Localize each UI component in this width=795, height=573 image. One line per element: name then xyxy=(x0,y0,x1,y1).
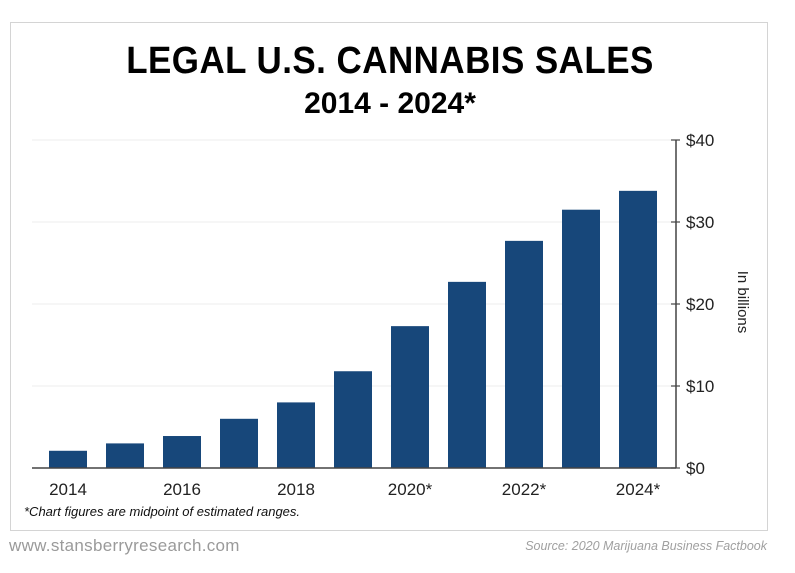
y-tick-label: $40 xyxy=(686,131,714,150)
bar-2015 xyxy=(106,443,144,468)
bar-2020 xyxy=(391,326,429,468)
x-tick-label: 2014 xyxy=(49,480,87,499)
y-axis-label: In billions xyxy=(734,271,751,334)
y-tick-label: $20 xyxy=(686,295,714,314)
axes xyxy=(32,139,680,469)
source-note: Source: 2020 Marijuana Business Factbook xyxy=(525,539,767,553)
bar-2016 xyxy=(163,436,201,468)
x-tick-label: 2022* xyxy=(502,480,547,499)
bar-2019 xyxy=(334,371,372,468)
bar-2021 xyxy=(448,281,486,468)
bars xyxy=(49,190,657,468)
footnote: *Chart figures are midpoint of estimated… xyxy=(24,504,301,519)
bar-2023 xyxy=(562,209,600,468)
x-tick-label: 2020* xyxy=(388,480,433,499)
chart-subtitle: 2014 - 2024* xyxy=(304,87,476,120)
bar-2018 xyxy=(277,402,315,468)
y-tick-labels: $0 $10 $20 $30 $40 xyxy=(686,131,714,478)
x-tick-label: 2016 xyxy=(163,480,201,499)
chart-title: LEGAL U.S. CANNABIS SALES xyxy=(126,40,654,82)
bar-2014 xyxy=(49,450,87,468)
website-url[interactable]: www.stansberryresearch.com xyxy=(9,536,240,555)
y-tick-label: $10 xyxy=(686,377,714,396)
y-tick-label: $30 xyxy=(686,213,714,232)
bar-2024 xyxy=(619,190,657,468)
x-tick-label: 2018 xyxy=(277,480,315,499)
y-tick-label: $0 xyxy=(686,459,705,478)
x-tick-labels: 2014 2016 2018 2020* 2022* 2024* xyxy=(49,480,661,499)
bar-2022 xyxy=(505,240,543,468)
bar-2017 xyxy=(220,418,258,468)
x-tick-label: 2024* xyxy=(616,480,661,499)
